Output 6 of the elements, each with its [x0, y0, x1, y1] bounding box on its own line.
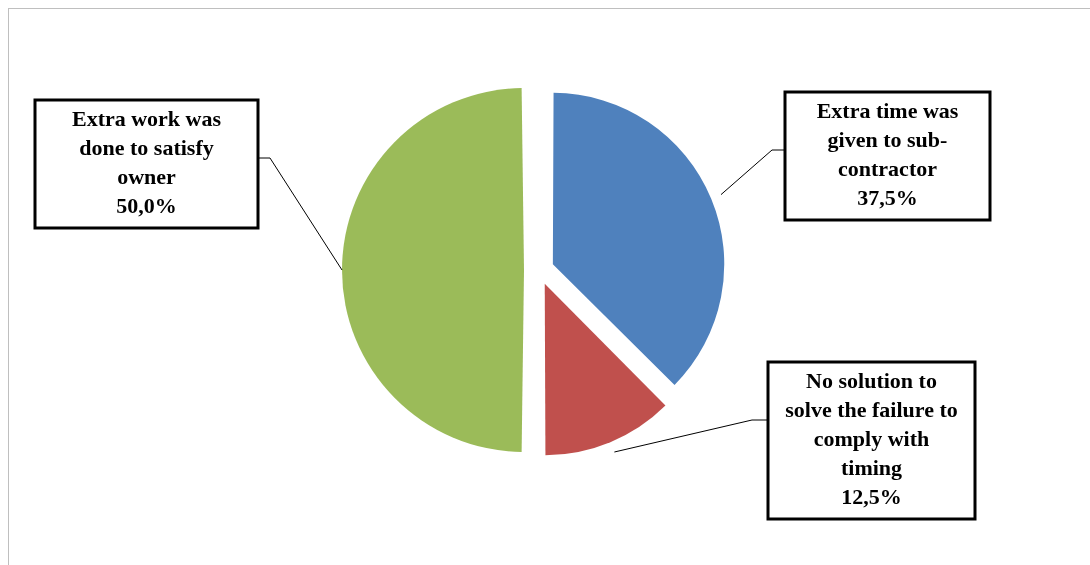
slice-label: Extra work was done to satisfy owner	[71, 106, 222, 190]
data-label: 12,5%	[841, 484, 902, 510]
slice-label: Extra time was given to sub-contractor	[816, 98, 959, 182]
data-label: 37,5%	[857, 185, 918, 211]
slice-label: No solution to solve the failure to comply with timing	[785, 368, 958, 481]
data-label: 50,0%	[116, 193, 177, 219]
